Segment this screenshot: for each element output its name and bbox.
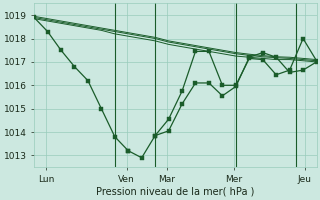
X-axis label: Pression niveau de la mer( hPa ): Pression niveau de la mer( hPa ) [96,187,254,197]
